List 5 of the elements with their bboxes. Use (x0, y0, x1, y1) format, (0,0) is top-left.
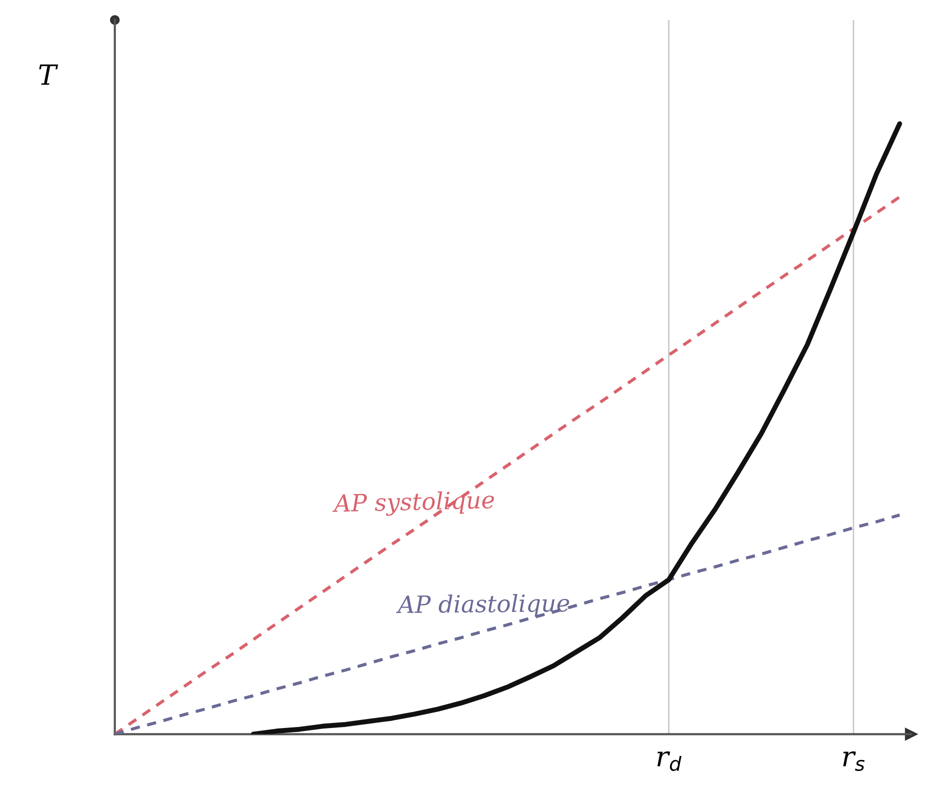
x-tick-label: r$_{d}$ (657, 751, 682, 772)
y-axis-title: T (39, 64, 58, 85)
series-label: AP systolique (332, 490, 494, 518)
x-tick-label: r$_{s}$ (843, 751, 865, 772)
series-label: AP diastolique (396, 593, 570, 618)
